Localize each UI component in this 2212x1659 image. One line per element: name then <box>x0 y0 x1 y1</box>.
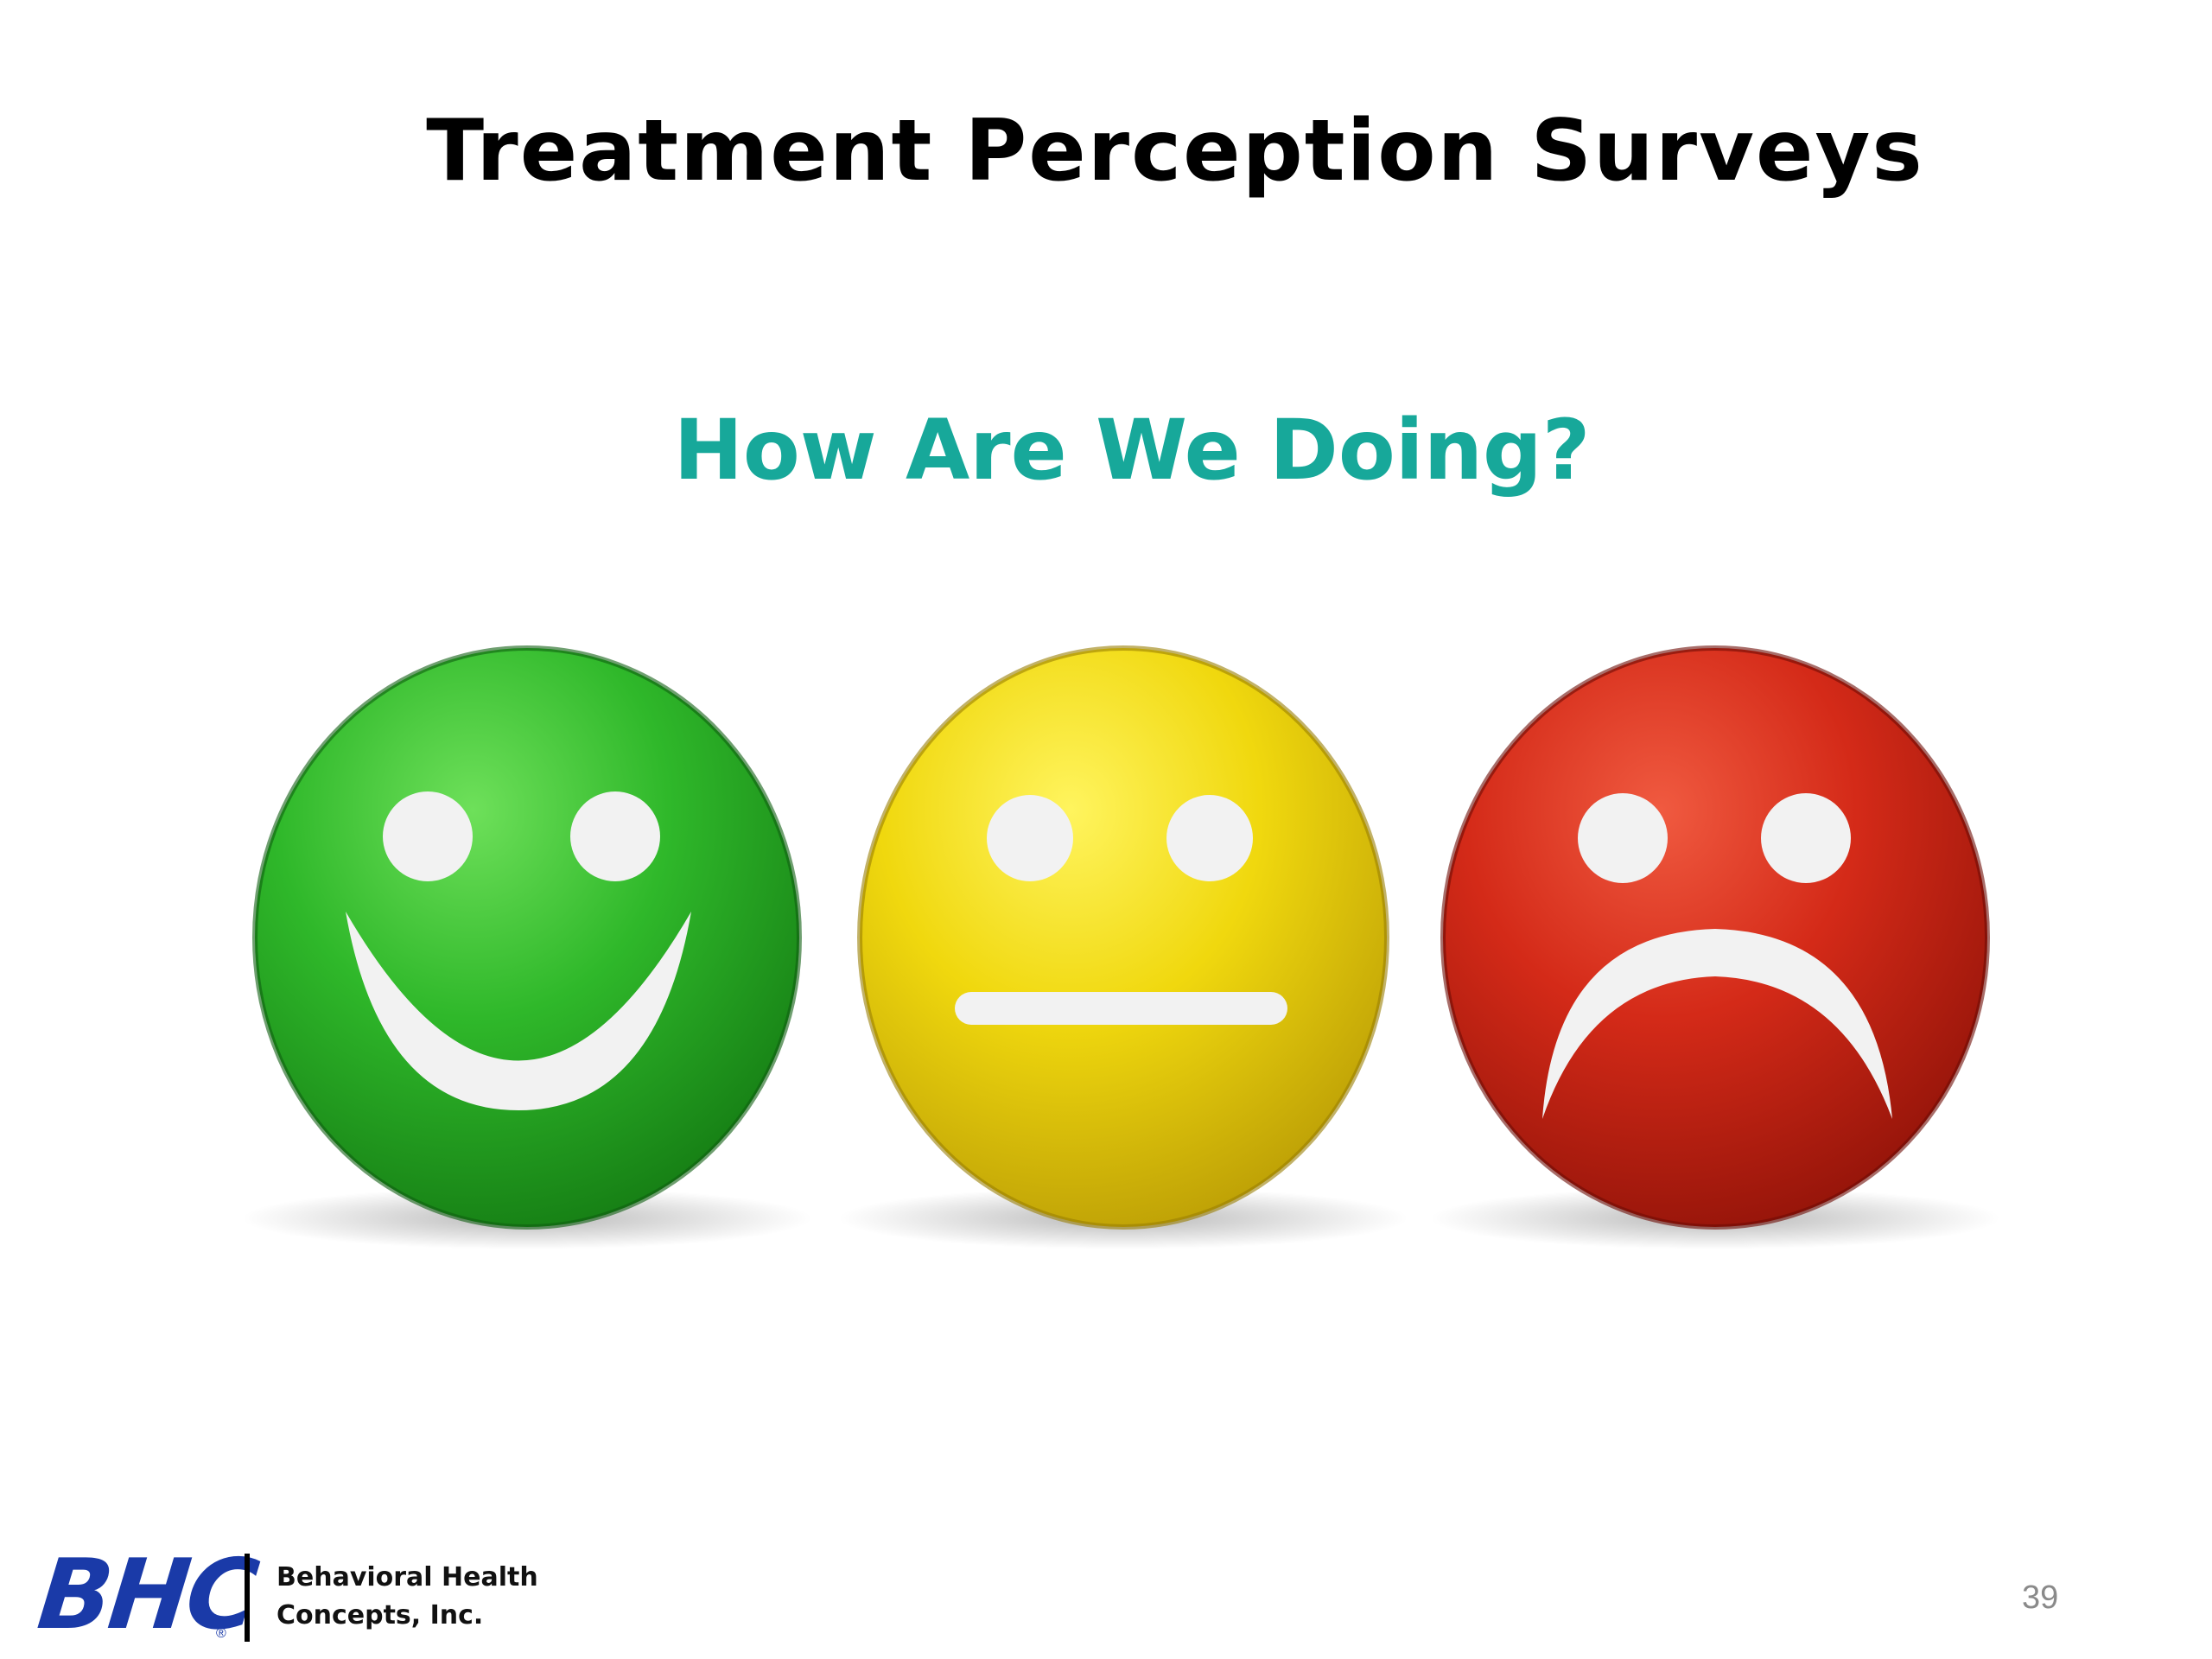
company-name-line2: Concepts, Inc. <box>276 1600 484 1630</box>
sad-face-icon <box>1430 645 2000 1249</box>
right-eye <box>570 791 660 881</box>
image-heading: How Are We Doing? <box>673 402 1591 499</box>
company-name: Behavioral Health Concepts, Inc. <box>276 1559 538 1635</box>
left-eye <box>1578 793 1668 883</box>
right-eye <box>1166 795 1253 881</box>
left-eye <box>383 791 473 881</box>
faces-illustration <box>242 645 2000 1249</box>
company-name-line1: Behavioral Health <box>276 1562 538 1592</box>
page-number: 39 <box>2022 1580 2059 1616</box>
frown <box>1542 929 1892 1119</box>
left-eye <box>987 795 1073 881</box>
company-logo: BHC ® Behavioral Health Concepts, Inc. <box>33 1539 592 1659</box>
slide-title: Treatment Perception Surveys <box>426 102 1924 200</box>
happy-face-icon <box>242 645 812 1249</box>
flat-mouth <box>955 992 1287 1025</box>
registered-mark: ® <box>216 1626 226 1641</box>
neutral-face-icon <box>838 645 1408 1249</box>
smile <box>346 912 691 1110</box>
right-eye <box>1761 793 1851 883</box>
logo-divider <box>245 1554 250 1642</box>
